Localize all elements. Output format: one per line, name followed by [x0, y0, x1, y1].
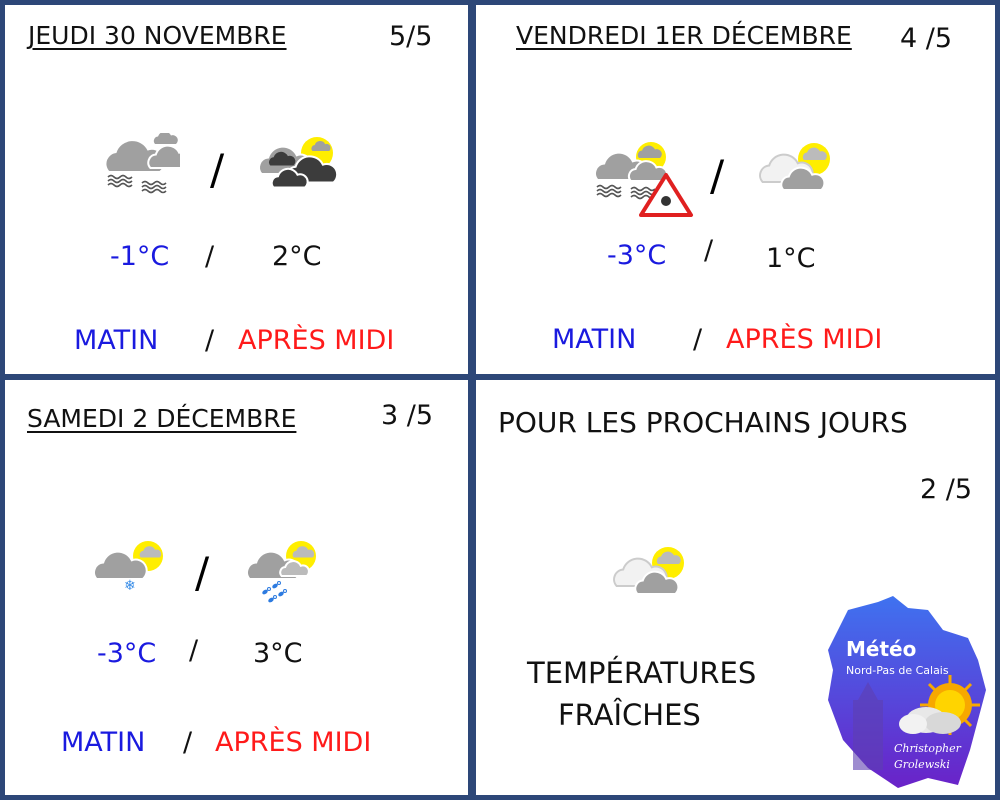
separator: / [710, 151, 725, 200]
morning-label: Matin [61, 727, 146, 758]
next-days-title: Pour les prochains jours [498, 406, 908, 439]
next-days-forecast-line-1: Températures [527, 656, 757, 690]
next-days-rating: 2 /5 [920, 474, 973, 505]
sun-dark-clouds-icon [258, 137, 339, 189]
separator: / [189, 635, 199, 666]
svg-text:❄: ❄ [124, 578, 136, 594]
day-panel-3: Samedi 2 décembre 3 /5 ❄ / -3°C / 3°C Ma… [5, 380, 468, 795]
sun-clouds-icon [613, 547, 684, 596]
separator: / [183, 727, 193, 758]
fog-cloudy-icon [106, 133, 180, 194]
afternoon-temperature: 1°C [766, 243, 816, 274]
day-title: Vendredi 1er décembre [516, 21, 852, 50]
day-panel-2: Vendredi 1er décembre 4 /5 / -3°C / 1°C … [476, 5, 995, 374]
sun-cloud-snow-icon: ❄ [93, 541, 163, 594]
day-title: Jeudi 30 novembre [28, 21, 287, 50]
afternoon-label: Après midi [215, 727, 372, 758]
next-days-panel: Pour les prochains jours 2 /5 Températur… [476, 380, 995, 795]
afternoon-temperature: 3°C [253, 638, 303, 669]
logo-author-1: Christopher [894, 742, 961, 755]
day-panel-1: Jeudi 30 novembre 5/5 / -1°C / 2°C Matin… [5, 5, 468, 374]
logo: Météo Nord-Pas de Calais Christopher Gro… [818, 590, 995, 795]
separator: / [205, 241, 215, 272]
separator: / [693, 324, 703, 355]
morning-temperature: -1°C [110, 241, 170, 272]
logo-subtitle: Nord-Pas de Calais [846, 664, 949, 677]
separator: / [704, 235, 714, 266]
day-rating: 5/5 [389, 21, 433, 52]
afternoon-label: Après midi [238, 325, 395, 356]
sun-cloud-sleet-icon [246, 541, 316, 603]
next-days-forecast-line-2: fraîches [558, 698, 701, 732]
logo-author-2: Grolewski [894, 758, 950, 771]
separator: / [210, 145, 225, 194]
day-rating: 3 /5 [381, 400, 434, 431]
afternoon-label: Après midi [726, 324, 883, 355]
morning-temperature: -3°C [607, 240, 667, 271]
logo-map-shape [828, 596, 986, 788]
separator: / [195, 548, 210, 597]
afternoon-temperature: 2°C [272, 241, 322, 272]
morning-temperature: -3°C [97, 638, 157, 669]
logo-title: Météo [846, 637, 917, 661]
morning-label: Matin [74, 325, 159, 356]
day-rating: 4 /5 [900, 23, 953, 54]
fog-cloudy-black-ice-warning-icon [594, 142, 693, 217]
day-title: Samedi 2 décembre [27, 404, 297, 433]
separator: / [205, 325, 215, 356]
morning-label: Matin [552, 324, 637, 355]
sun-clouds-icon [759, 143, 830, 192]
